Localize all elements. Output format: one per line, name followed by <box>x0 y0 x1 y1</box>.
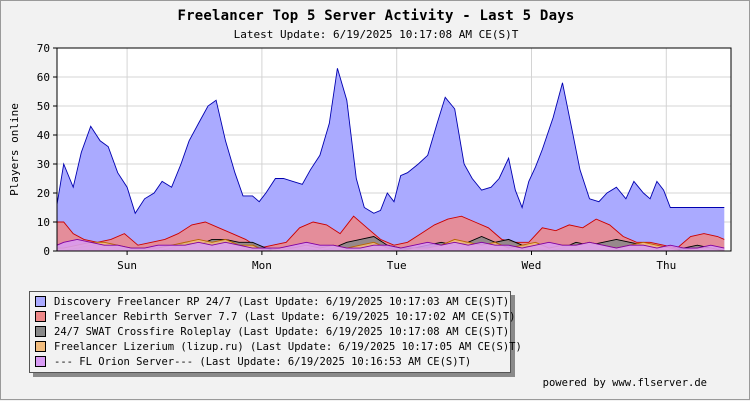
plot-border <box>56 47 732 252</box>
legend-label-4: Freelancer Lizerium (lizup.ru) (Last Upd… <box>54 340 522 353</box>
y-tick-label: 50 <box>37 100 50 113</box>
y-tick-label: 0 <box>43 245 50 258</box>
chart-title: Freelancer Top 5 Server Activity - Last … <box>177 8 575 24</box>
legend-swatch-4 <box>35 341 46 352</box>
x-tick-label-mon: Mon <box>252 259 272 272</box>
y-tick-label: 20 <box>37 187 50 200</box>
legend-swatch-3 <box>35 326 46 337</box>
legend-swatch-1 <box>35 296 46 307</box>
legend-label-1: Discovery Freelancer RP 24/7 (Last Updat… <box>54 295 510 308</box>
powered-by-footer: powered by www.flserver.de <box>542 377 707 389</box>
series-area-1 <box>57 68 725 251</box>
y-tick-label: 70 <box>37 42 50 55</box>
legend-label-2: Freelancer Rebirth Server 7.7 (Last Upda… <box>54 310 516 323</box>
x-tick-label-wed: Wed <box>522 259 542 272</box>
series-line-5 <box>56 238 725 249</box>
chart-subtitle: Latest Update: 6/19/2025 10:17:08 AM CE(… <box>233 28 519 41</box>
x-tick-label-thu: Thu <box>656 259 676 272</box>
y-tick-label: 60 <box>37 71 50 84</box>
legend-swatch-2 <box>35 311 46 322</box>
y-tick-label: 10 <box>37 216 50 229</box>
y-axis-label: Players online <box>8 103 21 196</box>
legend-item-2: Freelancer Rebirth Server 7.7 (Last Upda… <box>30 309 515 324</box>
legend: Discovery Freelancer RP 24/7 (Last Updat… <box>29 291 522 373</box>
legend-item-4: Freelancer Lizerium (lizup.ru) (Last Upd… <box>30 339 522 354</box>
y-tick-label: 30 <box>37 158 50 171</box>
series-area-5 <box>57 239 725 251</box>
legend-label-5: --- FL Orion Server--- (Last Update: 6/1… <box>54 355 472 368</box>
legend-item-1: Discovery Freelancer RP 24/7 (Last Updat… <box>30 294 510 309</box>
legend-swatch-5 <box>35 356 46 367</box>
x-tick-label-sun: Sun <box>117 259 137 272</box>
legend-item-3: 24/7 SWAT Crossfire Roleplay (Last Updat… <box>30 324 510 339</box>
x-tick-label-tue: Tue <box>387 259 407 272</box>
legend-label-3: 24/7 SWAT Crossfire Roleplay (Last Updat… <box>54 325 510 338</box>
series-line-2 <box>57 215 725 249</box>
series-line-1 <box>56 68 725 215</box>
legend-item-5: --- FL Orion Server--- (Last Update: 6/1… <box>30 354 510 369</box>
y-tick-label: 40 <box>37 129 50 142</box>
